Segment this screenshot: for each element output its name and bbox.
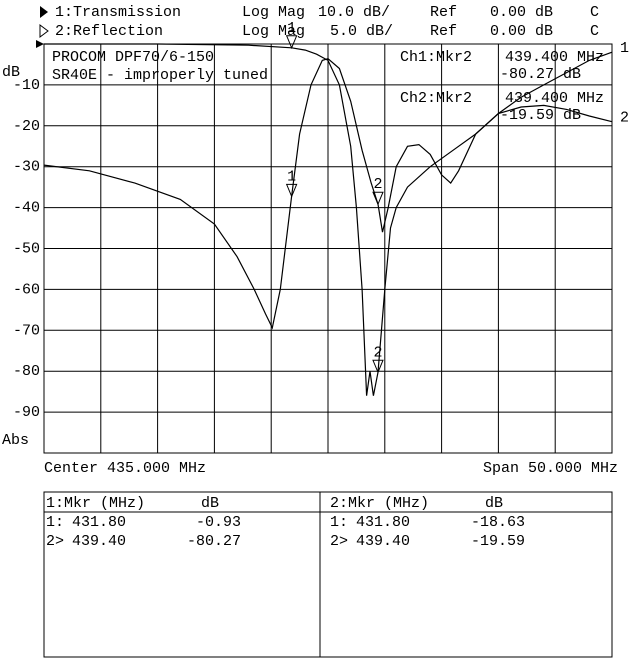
format-label: Abs xyxy=(2,432,29,449)
table-cell: 1: xyxy=(46,514,64,531)
table-header: 1:Mkr (MHz) xyxy=(46,495,145,512)
y-axis-label: dB xyxy=(2,64,20,81)
center-label: Center 435.000 MHz xyxy=(44,460,206,477)
trace xyxy=(43,58,613,330)
y-tick-label: -20 xyxy=(13,118,40,135)
marker xyxy=(285,183,298,198)
header-text: 5.0 dB/ xyxy=(330,23,393,40)
table-cell: 2> xyxy=(46,533,64,550)
table-header: dB xyxy=(201,495,219,512)
header-text: Ref xyxy=(430,4,457,21)
header-text: Log Mag xyxy=(242,4,305,21)
header-text: C xyxy=(590,23,599,40)
marker-readout: 439.400 MHz xyxy=(505,49,604,66)
marker-readout: 439.400 MHz xyxy=(505,90,604,107)
span-label: Span 50.000 MHz xyxy=(483,460,618,477)
y-tick-label: -30 xyxy=(13,159,40,176)
y-tick-label: -80 xyxy=(13,363,40,380)
table-header: dB xyxy=(485,495,503,512)
table-header: 2:Mkr (MHz) xyxy=(330,495,429,512)
y-tick-label: -40 xyxy=(13,200,40,217)
marker-readout: -80.27 dB xyxy=(500,66,581,83)
trace-label: 1 xyxy=(620,40,629,57)
table-cell: -0.93 xyxy=(196,514,241,531)
header-text: Ref xyxy=(430,23,457,40)
y-tick-label: -10 xyxy=(13,77,40,94)
table-cell: -80.27 xyxy=(187,533,241,550)
channel-icon xyxy=(39,24,49,38)
plot-title: PROCOM DPF70/6-150 xyxy=(52,49,214,66)
active-channel-icon xyxy=(40,6,48,18)
table-cell: 431.80 xyxy=(72,514,126,531)
marker-label: 2 xyxy=(373,344,382,361)
y-tick-label: -90 xyxy=(13,404,40,421)
marker xyxy=(372,191,384,206)
marker xyxy=(285,35,298,50)
table-cell: -18.63 xyxy=(471,514,525,531)
table-cell: 439.40 xyxy=(72,533,126,550)
marker xyxy=(372,359,384,374)
table-cell: 431.80 xyxy=(356,514,410,531)
table-cell: 439.40 xyxy=(356,533,410,550)
header-text: 0.00 dB xyxy=(490,23,553,40)
table-cell: 2> xyxy=(330,533,348,550)
plot-subtitle: SR40E - improperly tuned xyxy=(52,67,268,84)
y-tick-label: -50 xyxy=(13,240,40,257)
header-text: 2:Reflection xyxy=(55,23,163,40)
ref-marker xyxy=(36,40,44,48)
table-frame xyxy=(43,491,613,658)
table-cell: -19.59 xyxy=(471,533,525,550)
trace xyxy=(44,43,613,396)
marker-readout: -19.59 dB xyxy=(500,107,581,124)
y-tick-label: -70 xyxy=(13,322,40,339)
trace-label: 2 xyxy=(620,110,629,127)
header-text: C xyxy=(590,4,599,21)
header-text: 10.0 dB/ xyxy=(318,4,390,21)
marker-label: 1 xyxy=(287,168,296,185)
marker-readout: Ch1:Mkr2 xyxy=(400,49,472,66)
table-cell: 1: xyxy=(330,514,348,531)
marker-label: 1 xyxy=(287,20,296,37)
y-tick-label: -60 xyxy=(13,281,40,298)
marker-label: 2 xyxy=(373,176,382,193)
marker-readout: Ch2:Mkr2 xyxy=(400,90,472,107)
header-text: 1:Transmission xyxy=(55,4,181,21)
header-text: 0.00 dB xyxy=(490,4,553,21)
